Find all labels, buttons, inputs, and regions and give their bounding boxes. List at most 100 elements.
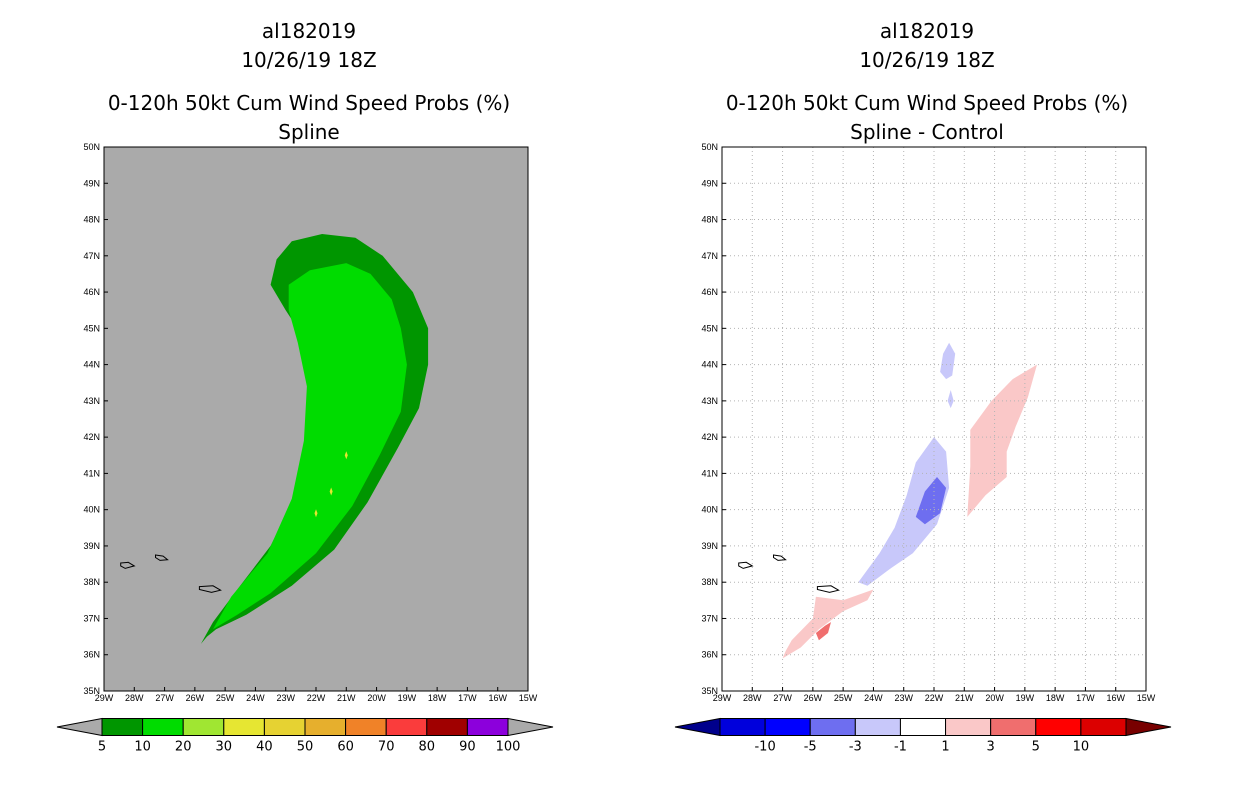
colorbar-label: 90 (459, 740, 476, 755)
y-tick-label: 47N (83, 251, 100, 261)
x-tick-label: 25W (216, 693, 235, 703)
colorbar-swatch (101, 718, 144, 736)
contour-blue-region-3-to-1 (940, 342, 956, 380)
y-tick-label: 49N (83, 178, 100, 188)
colorbar-swatch (899, 718, 947, 736)
x-tick-label: 21W (955, 693, 974, 703)
right-colorbar: -10 -5 -3 -1 1 3 5 10 (674, 717, 1172, 755)
y-tick-label: 43N (83, 396, 100, 406)
x-tick-label: 20W (985, 693, 1004, 703)
y-tick-label: 38N (701, 577, 718, 587)
colorbar-swatch (854, 718, 901, 736)
x-tick-label: 29W (95, 693, 114, 703)
x-tick-label: 26W (804, 693, 823, 703)
colorbar-swatch (263, 718, 306, 736)
colorbar-swatch (466, 718, 509, 736)
colorbar-swatch (945, 718, 992, 736)
coastline-island-c (198, 585, 222, 593)
x-tick-label: 17W (1076, 693, 1095, 703)
x-tick-label: 27W (155, 693, 174, 703)
coastline-island-c (816, 585, 840, 593)
x-tick-label: 19W (1016, 693, 1035, 703)
colorbar-label: 50 (297, 740, 314, 755)
left-title-storm: al182019 (262, 19, 356, 43)
colorbar-swatch (142, 718, 184, 736)
x-tick-label: 22W (925, 693, 944, 703)
contour-red-region-1-to-3 (967, 364, 1037, 517)
y-tick-label: 40N (701, 505, 718, 515)
colorbar-extend-low (56, 717, 103, 737)
y-tick-label: 37N (701, 613, 718, 623)
colorbar-label: 3 (987, 740, 995, 755)
coastline-island-a (738, 561, 754, 569)
colorbar-extend-high (1125, 717, 1172, 737)
colorbar-label: 100 (496, 740, 521, 755)
x-tick-label: 28W (743, 693, 762, 703)
coastline-island-a (120, 561, 136, 569)
y-tick-label: 50N (701, 142, 718, 152)
x-tick-label: 27W (773, 693, 792, 703)
colorbar-label: -5 (804, 740, 817, 755)
right-map-plot: 29W 28W 27W 26W 25W 24W 23W 22W 21W 20W 19W 18W 17W 1… (701, 142, 1155, 703)
left-panel: al182019 10/26/19 18Z 0-120h 50kt Cum Wi… (56, 19, 554, 755)
left-title-product: 0-120h 50kt Cum Wind Speed Probs (%) (108, 91, 510, 115)
y-tick-label: 37N (83, 613, 100, 623)
colorbar-swatch (426, 718, 468, 736)
colorbar-extend-high (507, 717, 554, 737)
x-tick-label: 24W (864, 693, 883, 703)
y-tick-label: 49N (701, 178, 718, 188)
x-tick-label: 26W (186, 693, 205, 703)
right-title-method: Spline - Control (850, 120, 1004, 144)
colorbar-label: 60 (337, 740, 354, 755)
y-tick-label: 45N (83, 323, 100, 333)
colorbar-swatch (1035, 718, 1082, 736)
y-tick-label: 39N (83, 541, 100, 551)
colorbar-swatch (304, 718, 347, 736)
x-tick-label: 15W (1137, 693, 1156, 703)
left-map-plot: 29W 28W 27W 26W 25W 24W 23W 22W 21W 20W 19W 18W 17W 1… (83, 142, 537, 703)
y-tick-label: 38N (83, 577, 100, 587)
colorbar-label: 70 (378, 740, 395, 755)
contour-blue-region-3-to-1 (947, 390, 954, 409)
y-tick-label: 40N (83, 505, 100, 515)
y-tick-label: 45N (701, 323, 718, 333)
yellow-spot (329, 487, 333, 496)
coastline-island-b (155, 554, 169, 561)
y-tick-label: 41N (701, 468, 718, 478)
y-tick-label: 47N (701, 251, 718, 261)
contour-10-20- (213, 263, 407, 630)
x-tick-label: 22W (307, 693, 326, 703)
colorbar-label: 30 (216, 740, 233, 755)
x-tick-label: 17W (458, 693, 477, 703)
y-tick-label: 48N (83, 215, 100, 225)
y-tick-label: 46N (701, 287, 718, 297)
y-tick-label: 50N (83, 142, 100, 152)
x-tick-label: 15W (519, 693, 538, 703)
left-colorbar: 5 10 20 30 40 50 60 70 80 90 100 (56, 717, 554, 755)
y-tick-label: 36N (83, 650, 100, 660)
y-tick-label: 35N (701, 686, 718, 696)
colorbar-swatch (809, 718, 856, 736)
coastline-island-b (773, 554, 787, 561)
x-tick-label: 21W (337, 693, 356, 703)
colorbar-swatch (182, 718, 225, 736)
left-title-method: Spline (278, 120, 339, 144)
right-title-product: 0-120h 50kt Cum Wind Speed Probs (%) (726, 91, 1128, 115)
colorbar-swatch (719, 718, 766, 736)
right-title-date: 10/26/19 18Z (859, 48, 994, 72)
y-tick-label: 48N (701, 215, 718, 225)
colorbar-swatch (345, 718, 387, 736)
x-tick-label: 29W (713, 693, 732, 703)
colorbar-swatch (764, 718, 811, 736)
yellow-spot (314, 509, 318, 518)
x-tick-label: 18W (1046, 693, 1065, 703)
colorbar-label: 1 (941, 740, 949, 755)
colorbar-label: 5 (1032, 740, 1040, 755)
x-tick-label: 20W (367, 693, 386, 703)
contour-red-region-3-to-5 (815, 622, 831, 641)
y-tick-label: 44N (83, 360, 100, 370)
y-tick-label: 42N (83, 432, 100, 442)
x-tick-label: 18W (428, 693, 447, 703)
colorbar-label: -1 (894, 740, 907, 755)
